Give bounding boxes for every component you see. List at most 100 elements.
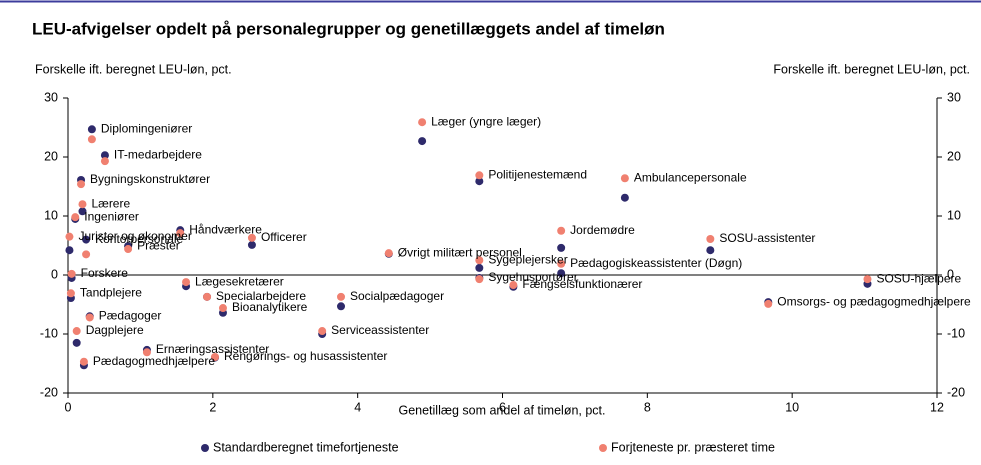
point-label: Sygeplejersker [488, 252, 567, 266]
y2-tick-label: 30 [947, 90, 961, 104]
point [337, 292, 346, 301]
point-label: Pædagogiskeassistenter (Døgn) [570, 256, 742, 270]
point [176, 229, 185, 238]
point-label: Præster [137, 238, 180, 252]
point [82, 250, 91, 259]
point [384, 249, 393, 258]
point [557, 226, 566, 235]
point-label: Lærere [91, 196, 130, 210]
point [764, 299, 773, 308]
point [71, 213, 80, 222]
point-label: Ernæringsassistenter [156, 342, 269, 356]
point [475, 256, 484, 265]
point-label: Lægesekretærer [195, 274, 284, 288]
point [72, 327, 81, 336]
point-label: Dagplejere [86, 323, 144, 337]
point [337, 302, 346, 311]
point [78, 207, 87, 216]
point [203, 292, 212, 301]
point [247, 233, 256, 242]
point [247, 240, 256, 249]
y-tick-label: 20 [44, 149, 58, 163]
point [863, 275, 872, 284]
point-label: Omsorgs- og pædagogmedhjælpere [777, 294, 971, 308]
point [85, 313, 94, 322]
x-axis-label: Genetillæg som andel af timeløn, pct. [398, 403, 605, 417]
y2-tick-label: 10 [947, 208, 961, 222]
point-label: Sygehusportører [488, 270, 577, 284]
point [72, 338, 81, 347]
point-label: Pædagoger [99, 308, 162, 322]
point-label: Tandplejere [80, 285, 142, 299]
point [67, 269, 76, 278]
point [557, 243, 566, 252]
point [124, 245, 133, 254]
point [182, 278, 191, 287]
point-label: Øvrigt militært personel [398, 245, 522, 259]
point [620, 174, 629, 183]
point [66, 289, 75, 298]
point-label: IT-medarbejdere [114, 147, 202, 161]
chart-title: LEU-afvigelser opdelt på personalegruppe… [32, 19, 665, 38]
point [418, 118, 427, 127]
point-label: Forskere [81, 266, 129, 280]
y-tick-label: -10 [40, 326, 58, 340]
point [100, 151, 109, 160]
point-label: Kontorpersonale [95, 232, 183, 246]
point [79, 357, 88, 366]
legend-label: Forjteneste pr. præsteret time [611, 440, 775, 454]
point [706, 246, 715, 255]
point [87, 125, 96, 134]
point [557, 259, 566, 268]
point [100, 157, 109, 166]
point [706, 235, 715, 244]
point-label: Bioanalytikere [232, 300, 308, 314]
point [475, 171, 484, 180]
point-label: SOSU-hjælpere [876, 271, 961, 285]
point-label: Bygningskonstruktører [90, 172, 210, 186]
point-label: Officerer [261, 230, 307, 244]
y2-tick-label: 0 [947, 267, 954, 281]
y-tick-label: 30 [44, 90, 58, 104]
point-label: Specialarbejdere [216, 289, 306, 303]
point [318, 327, 327, 336]
point [218, 304, 227, 313]
legend-marker [599, 444, 607, 452]
y2-tick-label: 20 [947, 149, 961, 163]
point-label: Fængselsfunktionærer [522, 277, 642, 291]
point-label: Læger (yngre læger) [431, 114, 541, 128]
point-label: Ingeniører [84, 209, 139, 223]
x-tick-label: 12 [930, 400, 944, 414]
point [557, 269, 566, 278]
point [475, 263, 484, 272]
x-tick-label: 4 [354, 400, 361, 414]
point [78, 200, 87, 209]
y2-tick-label: -10 [947, 326, 965, 340]
point-label: Rengørings- og husassistenter [224, 349, 387, 363]
point [65, 246, 74, 255]
point [509, 281, 518, 290]
x-tick-label: 0 [65, 400, 72, 414]
x-tick-label: 2 [209, 400, 216, 414]
point-label: Jordemødre [570, 223, 635, 237]
point-label: Ambulancepersonale [634, 170, 747, 184]
point [475, 177, 484, 186]
point-label: Diplomingeniører [101, 121, 192, 135]
y-tick-label: 10 [44, 208, 58, 222]
point [77, 180, 86, 189]
point [211, 353, 220, 362]
x-tick-label: 6 [499, 400, 506, 414]
point [620, 193, 629, 202]
legend-label: Standardberegnet timefortjeneste [213, 440, 399, 454]
point-label: Håndværkere [189, 222, 262, 236]
point-label: Pædagogmedhjælpere [93, 354, 215, 368]
point-label: Jurister og økonomer [78, 229, 191, 243]
y-tick-label: -20 [40, 385, 58, 399]
point [142, 348, 151, 357]
point [87, 135, 96, 144]
y-tick-label: 0 [51, 267, 58, 281]
legend-marker [201, 444, 209, 452]
x-tick-label: 10 [785, 400, 799, 414]
y2-tick-label: -20 [947, 385, 965, 399]
